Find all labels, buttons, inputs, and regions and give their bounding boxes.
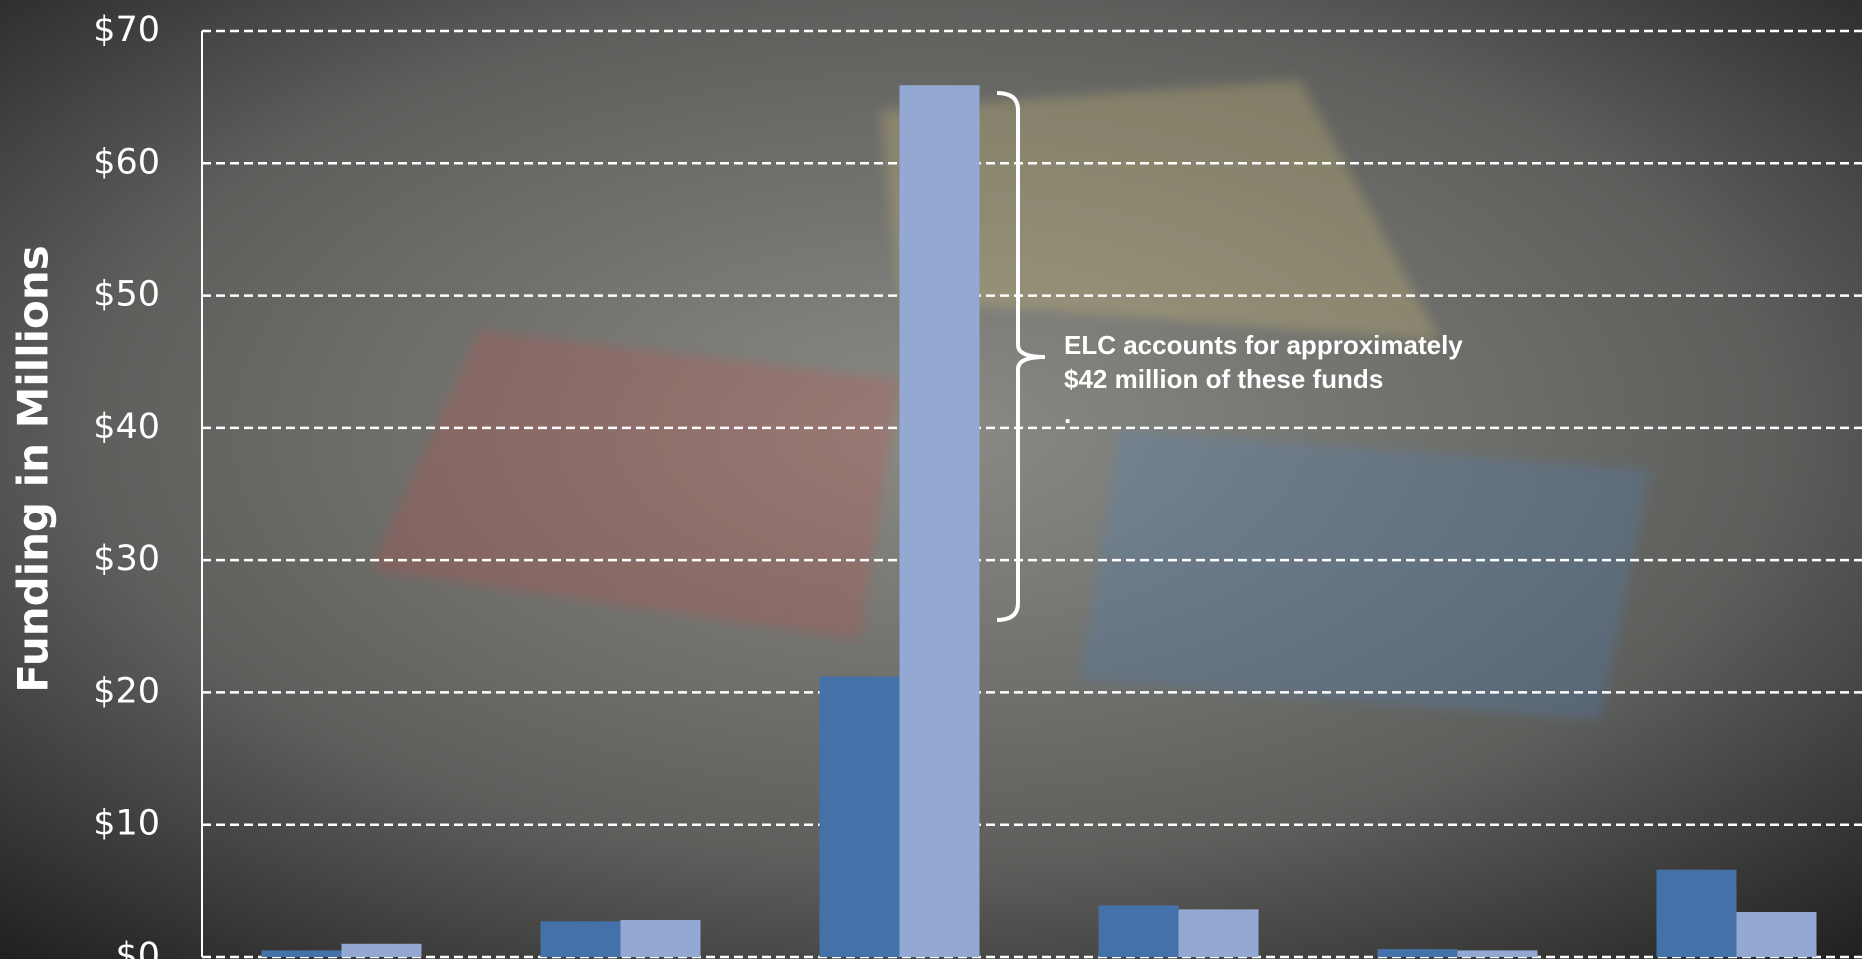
y-tick-label: $10 [93, 804, 160, 844]
y-tick-label: $20 [93, 671, 160, 711]
bar [819, 676, 900, 957]
y-axis-label: Funding in Millions [9, 245, 58, 693]
bar [261, 950, 342, 957]
y-tick-label: $40 [93, 407, 160, 447]
bar [1098, 905, 1179, 957]
bar [540, 921, 621, 957]
y-tick-label: $50 [93, 275, 160, 315]
y-tick-label: $30 [93, 539, 160, 579]
annotation: . [1064, 399, 1071, 429]
bar [341, 943, 422, 957]
bar [620, 919, 701, 957]
bar [1178, 909, 1259, 957]
annotation: ELC accounts for approximately [1064, 330, 1463, 360]
brace [996, 91, 1046, 622]
y-tick-label: $0 [115, 936, 160, 959]
y-tick-label: $70 [93, 10, 160, 50]
bar [1377, 949, 1458, 957]
annotation: $42 million of these funds [1064, 364, 1383, 394]
y-tick-label: $60 [93, 142, 160, 182]
bar [1736, 912, 1817, 957]
background-blocks [370, 80, 1650, 720]
bar [899, 85, 980, 958]
bar [1656, 869, 1737, 957]
bar [1457, 950, 1538, 957]
